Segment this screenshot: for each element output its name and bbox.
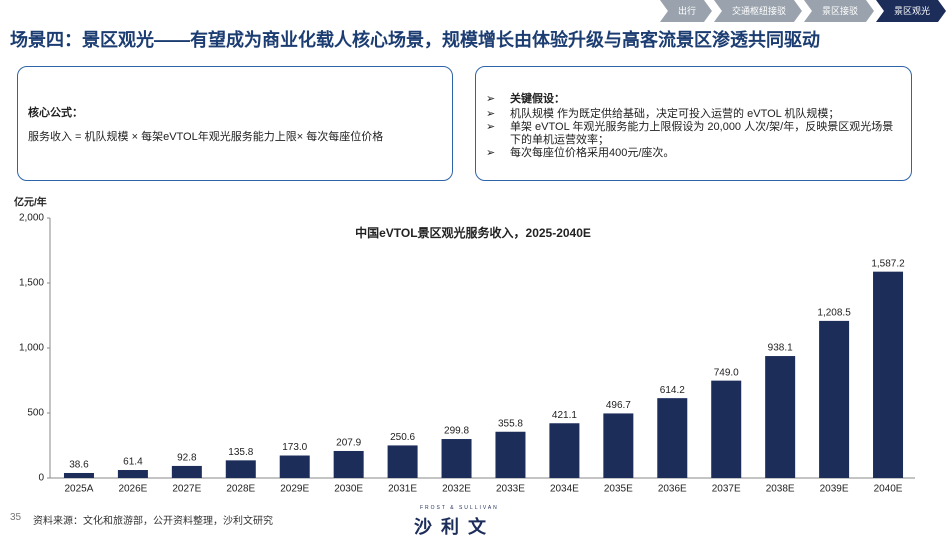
- logo: 沙 利 文: [414, 517, 489, 537]
- x-tick-label: 2028E: [226, 484, 255, 495]
- assumption: 单架 eVTOL 年观光服务能力上限假设为 20,000 人次/架/年，反映景区…: [486, 121, 901, 147]
- source: 资料来源：文化和旅游部，公开资料整理，沙利文研究: [33, 516, 273, 527]
- nav-tab[interactable]: 交通枢纽接驳: [714, 0, 802, 22]
- formula: 服务收入 = 机队规模 × 每架eVTOL年观光服务能力上限× 每次每座位价格: [28, 131, 384, 143]
- value-label: 92.8: [177, 453, 197, 464]
- chart-title: 中国eVTOL景区观光服务收入，2025-2040E: [355, 225, 591, 240]
- value-label: 614.2: [660, 385, 685, 396]
- x-tick-label: 2039E: [820, 484, 849, 495]
- bar: [387, 445, 418, 478]
- x-tick-label: 2038E: [766, 484, 795, 495]
- bar: [171, 465, 202, 478]
- bar: [873, 271, 904, 478]
- x-tick-label: 2040E: [874, 484, 903, 495]
- assumption-box: 关键假设： 机队规模 作为既定供给基础，决定可投入运营的 eVTOL 机队规模；…: [475, 66, 912, 181]
- x-tick-label: 2035E: [604, 484, 633, 495]
- bar: [549, 423, 580, 478]
- value-label: 250.6: [390, 432, 415, 443]
- bar: [657, 398, 688, 478]
- nav-tab[interactable]: 景区观光: [876, 0, 946, 22]
- x-tick-label: 2036E: [658, 484, 687, 495]
- value-label: 173.0: [282, 442, 307, 453]
- logo-small: FROST & SULLIVAN: [420, 505, 499, 511]
- y-tick-label: 2,000: [19, 213, 44, 224]
- value-label: 38.6: [69, 460, 89, 471]
- box-title: 核心公式：: [28, 107, 83, 119]
- bar: [63, 472, 94, 478]
- x-tick-label: 2034E: [550, 484, 579, 495]
- bar: [603, 413, 634, 478]
- formula-box: 核心公式： 服务收入 = 机队规模 × 每架eVTOL年观光服务能力上限× 每次…: [17, 66, 453, 181]
- page-title: 场景四：景区观光——有望成为商业化载人核心场景，规模增长由体验升级与高客流景区渗…: [10, 30, 820, 50]
- x-tick-label: 2025A: [65, 484, 94, 495]
- y-tick-label: 1,000: [19, 343, 44, 354]
- value-label: 207.9: [336, 438, 361, 449]
- y-tick-label: 500: [27, 408, 44, 419]
- x-tick-label: 2033E: [496, 484, 525, 495]
- value-label: 496.7: [606, 400, 631, 411]
- bar: [711, 380, 742, 478]
- x-tick-label: 2032E: [442, 484, 471, 495]
- assumption: 机队规模 作为既定供给基础，决定可投入运营的 eVTOL 机队规模；: [486, 108, 901, 121]
- value-label: 421.1: [552, 410, 577, 421]
- x-tick-label: 2037E: [712, 484, 741, 495]
- assumption: 每次每座位价格采用400元/座次。: [486, 147, 901, 160]
- bar: [495, 431, 526, 478]
- value-label: 61.4: [123, 457, 143, 468]
- bar: [333, 450, 364, 478]
- y-tick-label: 0: [38, 473, 44, 484]
- value-label: 749.0: [714, 367, 739, 378]
- value-label: 938.1: [768, 343, 793, 354]
- value-label: 1,208.5: [817, 308, 851, 319]
- box-title: 关键假设：: [486, 93, 901, 106]
- bar: [225, 460, 256, 478]
- x-tick-label: 2026E: [118, 484, 147, 495]
- nav: 出行 交通枢纽接驳 景区接驳 景区观光: [658, 0, 946, 22]
- y-tick-label: 1,500: [19, 278, 44, 289]
- bar: [279, 455, 310, 478]
- bar: [765, 356, 796, 478]
- bar: [441, 439, 472, 478]
- page-number: 35: [10, 512, 22, 523]
- x-tick-label: 2031E: [388, 484, 417, 495]
- value-label: 355.8: [498, 418, 523, 429]
- x-tick-label: 2029E: [280, 484, 309, 495]
- nav-tab[interactable]: 景区接驳: [804, 0, 874, 22]
- x-tick-label: 2027E: [172, 484, 201, 495]
- bar: [117, 470, 148, 478]
- value-label: 1,587.2: [871, 258, 905, 269]
- y-axis-label: 亿元/年: [14, 196, 47, 209]
- value-label: 299.8: [444, 426, 469, 437]
- x-tick-label: 2030E: [334, 484, 363, 495]
- value-label: 135.8: [228, 447, 253, 458]
- bar: [819, 320, 850, 478]
- nav-tab[interactable]: 出行: [660, 0, 712, 22]
